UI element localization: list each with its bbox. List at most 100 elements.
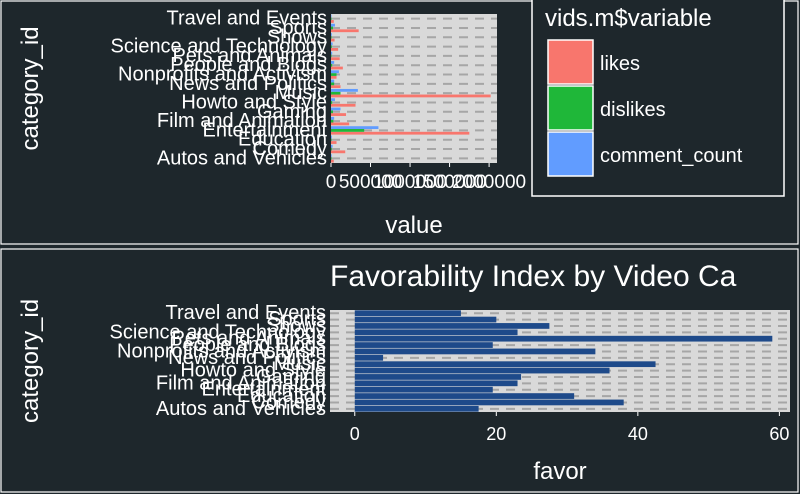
legend-label: dislikes [600,99,666,121]
y-tick-label: Autos and Vehicles [156,398,326,420]
chart-favorability: 0 20 40 60 Autos and VehiclesComedyEducation… [17,260,790,485]
y-tick-label: Howto and Style [180,360,326,382]
y-tick-label: Entertainment [202,119,327,141]
bar [331,150,346,154]
y-tick-label: Gaming [257,101,327,123]
bar [331,135,332,139]
y-tick-label: Howto and Style [181,91,327,113]
bar [331,57,340,61]
bar [331,154,332,157]
x-tick-label: 0 [326,172,337,193]
y-tick-label: Nonprofits and Activism [118,64,327,86]
x-tick-label: 500000 [339,172,402,193]
bottom-panel-border [0,248,799,493]
bar [331,38,335,42]
bar [331,119,334,123]
y-tick-label: People and Blogs [169,334,326,356]
y-axis-title: category_id [17,299,44,423]
bar [331,66,343,70]
legend-label: comment_count [600,145,743,167]
y-tick-label: Science and Technology [110,321,326,343]
bar [331,103,356,107]
y-tick-label: Travel and Events [166,302,326,324]
bar [331,98,335,102]
bar [331,61,335,64]
bar [331,159,334,163]
bar [354,380,518,387]
bar [331,54,332,58]
y-tick-label: Education [237,385,326,407]
bar [354,405,479,412]
x-tick-label: 1500000 [413,172,487,193]
bar [331,113,347,116]
bar [331,144,333,148]
bar [331,14,332,18]
x-tick-label: 0 [350,424,360,444]
y-tick-label: Film and Animation [156,372,326,394]
x-axis-title: favor [533,458,586,485]
bar [331,63,333,67]
bar [354,310,461,317]
bar [331,20,334,23]
y-tick-label: Comedy [252,391,326,413]
x-tick-label: 40 [628,424,648,444]
bar [331,122,350,126]
bar [331,129,365,132]
y-tick-label: Pets and Animals [171,328,326,350]
y-tick-label: Nonprofits and Activism [117,340,326,362]
y-tick-label: Music [274,353,326,375]
y-tick-label: Gaming [256,366,326,388]
x-tick-label: 2000000 [452,172,526,193]
bar [331,131,470,135]
bar [331,70,339,74]
bar [331,116,335,120]
bar [331,73,337,76]
bar [331,35,332,39]
bar [331,126,379,130]
bar [354,399,624,406]
x-axis-title: value [385,212,442,239]
y-tick-label: Sports [268,309,326,331]
y-tick-label: People and Blogs [170,54,327,76]
y-tick-label: Autos and Vehicles [157,147,327,169]
legend-swatch [547,131,594,177]
bar [331,156,332,160]
bar [331,26,333,30]
y-tick-label: Entertainment [201,379,326,401]
y-tick-label: News and Politics [168,347,326,369]
bar [331,29,359,33]
bar [331,88,358,92]
legend-swatch [547,39,594,85]
bar [354,354,384,361]
bar [331,79,335,83]
bar [331,42,333,46]
legend-swatch [547,85,594,131]
bar [331,51,333,55]
bar [331,101,333,104]
plot-background [331,14,497,163]
bar [331,85,341,89]
bar [331,138,332,142]
bar [331,17,332,21]
bar [331,147,332,151]
legend-label: likes [600,53,640,75]
bar [354,342,493,348]
y-tick-label: Film and Animation [157,110,327,132]
bar [331,110,333,114]
bar [331,91,341,95]
bar [331,33,332,36]
y-tick-label: Sports [269,17,327,39]
bar [354,323,550,329]
bar [331,23,335,27]
bar [354,316,497,323]
bar [354,348,596,355]
bar [354,335,773,342]
legend: vids.m$variable likes dislikes comment_coun… [531,0,785,197]
bar [331,75,337,79]
y-tick-label: Music [275,82,327,104]
bar [331,47,339,51]
y-tick-label: Shows [267,26,327,48]
bar [331,45,332,48]
